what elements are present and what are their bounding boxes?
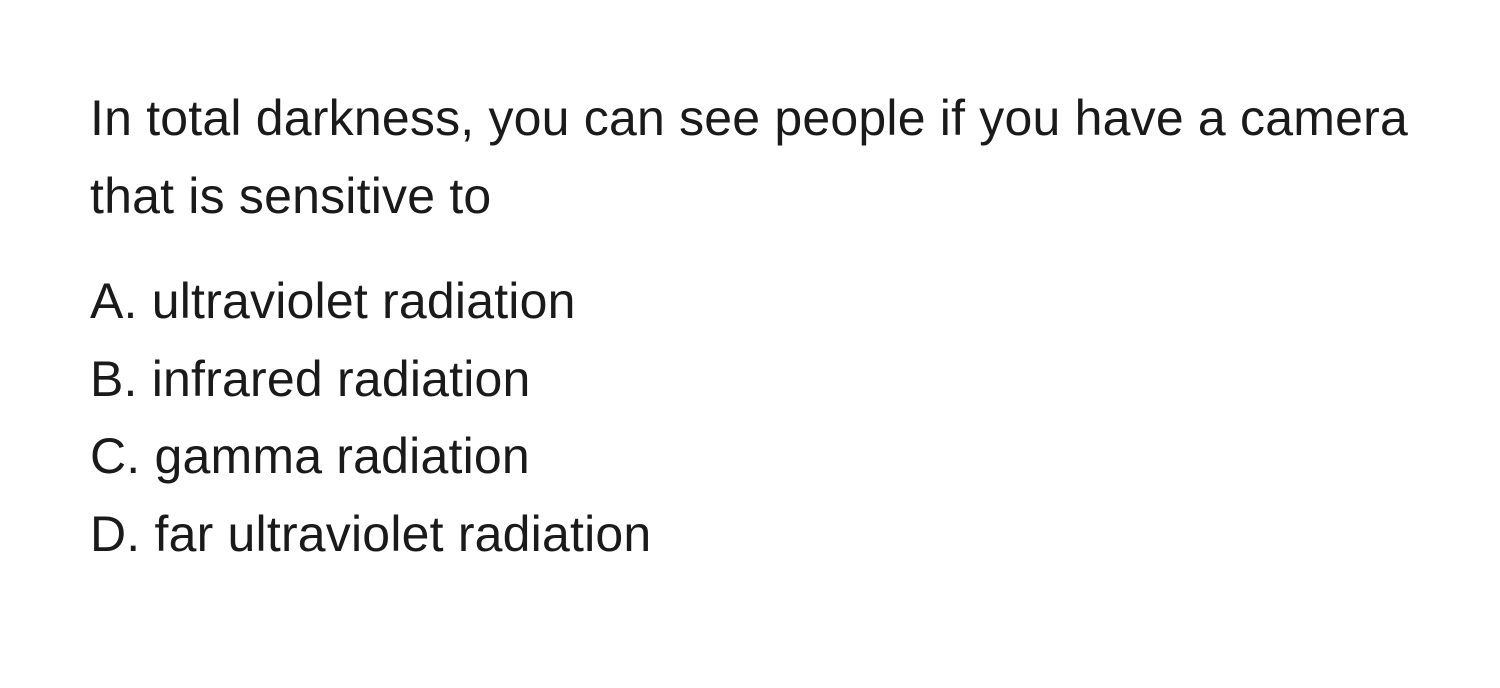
quiz-container: In total darkness, you can see people if… xyxy=(0,0,1500,573)
option-d[interactable]: D. far ultraviolet radiation xyxy=(90,496,1410,574)
option-a[interactable]: A. ultraviolet radiation xyxy=(90,263,1410,341)
option-c[interactable]: C. gamma radiation xyxy=(90,418,1410,496)
option-b[interactable]: B. infrared radiation xyxy=(90,341,1410,419)
options-list: A. ultraviolet radiation B. infrared rad… xyxy=(90,263,1410,573)
question-text: In total darkness, you can see people if… xyxy=(90,80,1410,235)
